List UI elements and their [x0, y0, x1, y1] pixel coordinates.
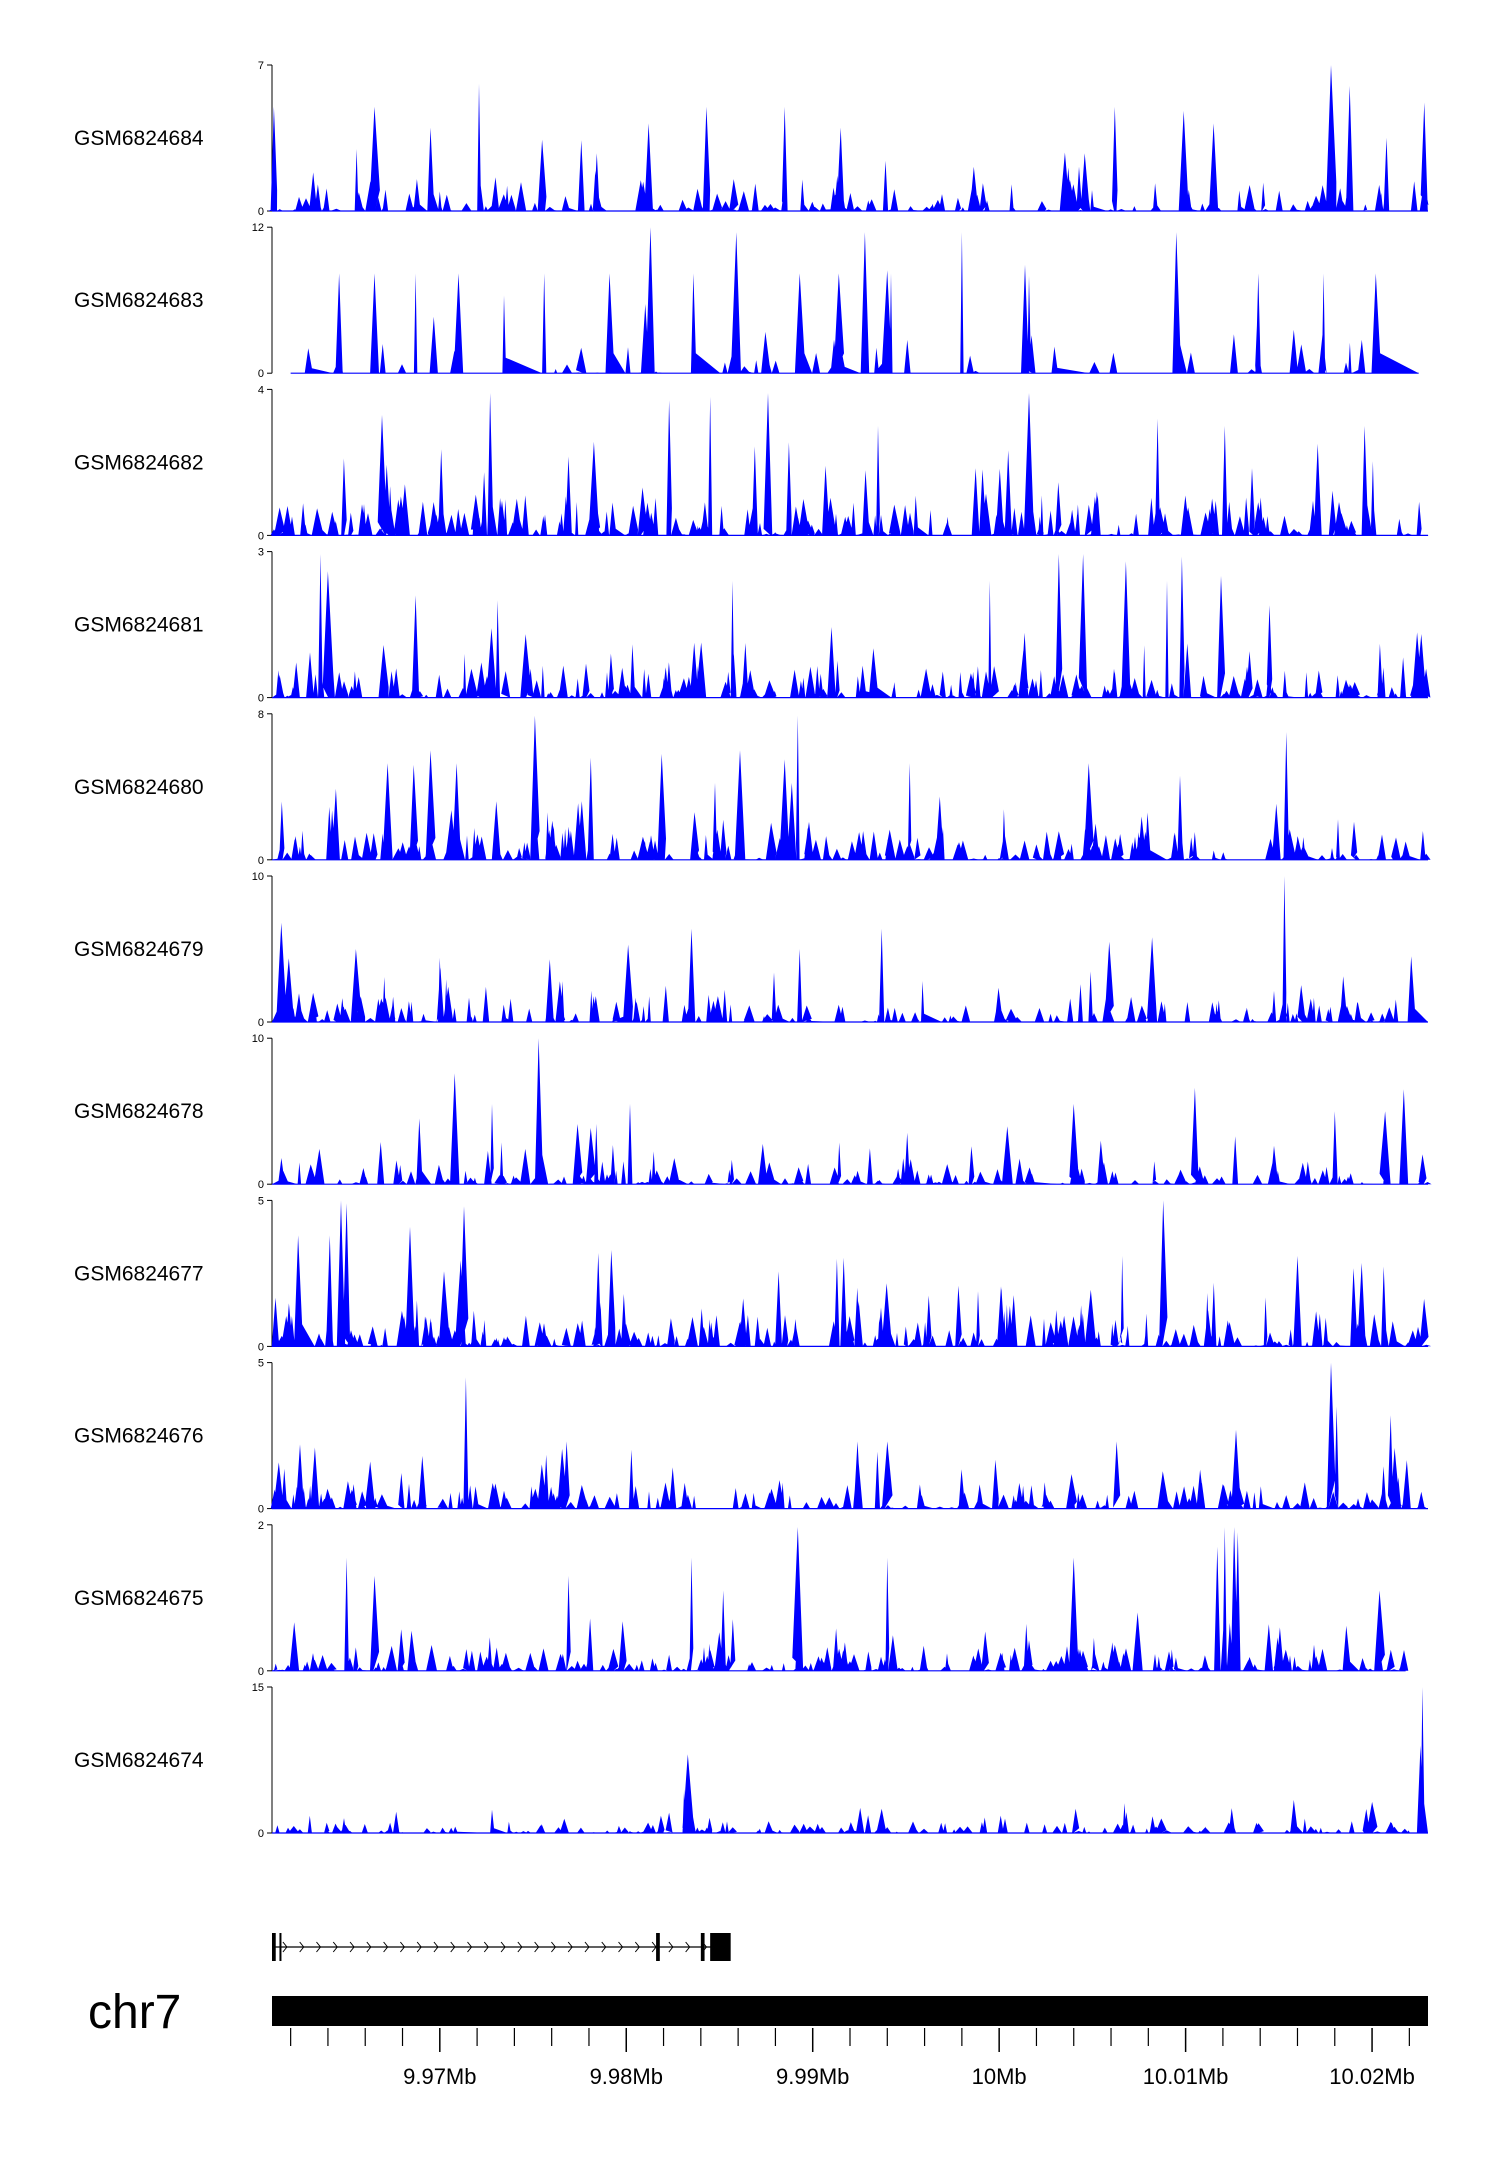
strand-arrow	[500, 1941, 506, 1953]
gene-exon	[710, 1933, 731, 1961]
y-tick-label-min: 0	[258, 1828, 264, 1840]
strand-arrow	[316, 1941, 322, 1953]
track-GSM6824679: GSM6824679 10 0	[74, 871, 1428, 1029]
y-tick-label-max: 10	[252, 1033, 264, 1045]
y-tick-label-min: 0	[258, 206, 264, 218]
strand-arrow	[685, 1941, 691, 1953]
strand-arrow	[567, 1941, 573, 1953]
gene-exon	[272, 1933, 276, 1961]
track-label: GSM6824684	[74, 127, 204, 150]
track-label: GSM6824674	[74, 1749, 204, 1772]
y-tick-label-max: 7	[258, 60, 264, 72]
x-tick-label: 9.99Mb	[776, 2064, 849, 2089]
gene-exon	[279, 1933, 282, 1961]
chromosome-bar	[272, 1996, 1428, 2026]
y-tick-label-min: 0	[258, 368, 264, 380]
coverage-area	[272, 554, 1431, 698]
y-tick-label-min: 0	[258, 1504, 264, 1516]
track-GSM6824678: GSM6824678 10 0	[74, 1033, 1432, 1191]
coverage-area	[290, 227, 1419, 374]
gene-exon	[700, 1933, 705, 1961]
coverage-area	[272, 1038, 1432, 1185]
strand-arrow	[534, 1941, 540, 1953]
strand-arrow	[517, 1941, 523, 1953]
track-label: GSM6824681	[74, 614, 204, 637]
y-tick-label-max: 4	[258, 384, 264, 396]
strand-arrow	[349, 1941, 355, 1953]
strand-arrow	[299, 1941, 305, 1953]
y-tick-label-max: 10	[252, 871, 264, 883]
y-tick-label-min: 0	[258, 1179, 264, 1191]
strand-arrow	[450, 1941, 456, 1953]
track-label: GSM6824683	[74, 289, 204, 312]
track-GSM6824682: GSM6824682 4 0	[74, 384, 1430, 542]
track-label: GSM6824676	[74, 1425, 204, 1448]
strand-arrow	[618, 1941, 624, 1953]
y-tick-label-max: 3	[258, 547, 264, 559]
track-label: GSM6824679	[74, 938, 204, 961]
strand-arrow	[551, 1941, 557, 1953]
track-GSM6824676: GSM6824676 5 0	[74, 1358, 1429, 1516]
strand-arrow	[483, 1941, 489, 1953]
gene-model-track	[272, 1933, 731, 1961]
x-tick-label: 10Mb	[972, 2064, 1027, 2089]
strand-arrow	[601, 1941, 607, 1953]
track-label: GSM6824678	[74, 1100, 204, 1123]
coverage-area	[272, 715, 1431, 860]
strand-arrow	[651, 1941, 657, 1953]
track-GSM6824681: GSM6824681 3 0	[74, 547, 1431, 705]
coverage-area	[270, 1362, 1429, 1509]
y-tick-label-max: 15	[252, 1682, 264, 1694]
coverage-area	[270, 393, 1430, 536]
y-tick-label-max: 2	[258, 1520, 264, 1532]
strand-arrow	[584, 1941, 590, 1953]
x-tick-label: 10.02Mb	[1329, 2064, 1415, 2089]
track-GSM6824683: GSM6824683 12 0	[74, 222, 1419, 380]
track-GSM6824680: GSM6824680 8 0	[74, 709, 1431, 867]
coverage-area	[271, 1200, 1432, 1347]
strand-arrow	[282, 1941, 288, 1953]
y-tick-label-min: 0	[258, 1017, 264, 1029]
strand-arrow	[634, 1941, 640, 1953]
track-GSM6824675: GSM6824675 2 0	[74, 1520, 1409, 1678]
chromosome-label: chr7	[88, 1986, 181, 2039]
y-tick-label-max: 12	[252, 222, 264, 234]
track-label: GSM6824677	[74, 1262, 204, 1285]
y-tick-label-min: 0	[258, 693, 264, 705]
x-tick-label: 9.97Mb	[403, 2064, 476, 2089]
track-GSM6824684: GSM6824684 7 0	[74, 60, 1429, 218]
y-tick-label-min: 0	[258, 530, 264, 542]
track-GSM6824677: GSM6824677 5 0	[74, 1195, 1432, 1353]
coverage-area	[268, 65, 1429, 211]
x-tick-label: 9.98Mb	[590, 2064, 663, 2089]
strand-arrow	[416, 1941, 422, 1953]
y-tick-label-min: 0	[258, 1666, 264, 1678]
strand-arrow	[383, 1941, 389, 1953]
strand-arrow	[467, 1941, 473, 1953]
chromosome-axis-track: chr7 9.97Mb 9.98Mb 9.99Mb 10Mb 10.01Mb 10.02M…	[88, 1986, 1428, 2089]
track-label: GSM6824680	[74, 776, 204, 799]
y-tick-label-min: 0	[258, 855, 264, 867]
track-GSM6824674: GSM6824674 15 0	[74, 1682, 1428, 1840]
coverage-tracks: GSM682468470GSM6824683120GSM682468240GSM…	[74, 60, 1432, 1840]
y-tick-label-max: 8	[258, 709, 264, 721]
strand-arrow	[332, 1941, 338, 1953]
track-label: GSM6824682	[74, 451, 204, 474]
y-tick-label-max: 5	[258, 1358, 264, 1370]
track-label: GSM6824675	[74, 1587, 204, 1610]
y-tick-label-min: 0	[258, 1341, 264, 1353]
coverage-area	[272, 1687, 1428, 1833]
strand-arrow	[433, 1941, 439, 1953]
strand-arrow	[399, 1941, 406, 1953]
gene-exon	[656, 1933, 660, 1961]
strand-arrow	[668, 1941, 674, 1953]
coverage-area	[272, 1527, 1409, 1671]
coverage-area	[272, 876, 1428, 1022]
x-tick-label: 10.01Mb	[1143, 2064, 1229, 2089]
y-tick-label-max: 5	[258, 1195, 264, 1207]
strand-arrow	[366, 1941, 372, 1953]
